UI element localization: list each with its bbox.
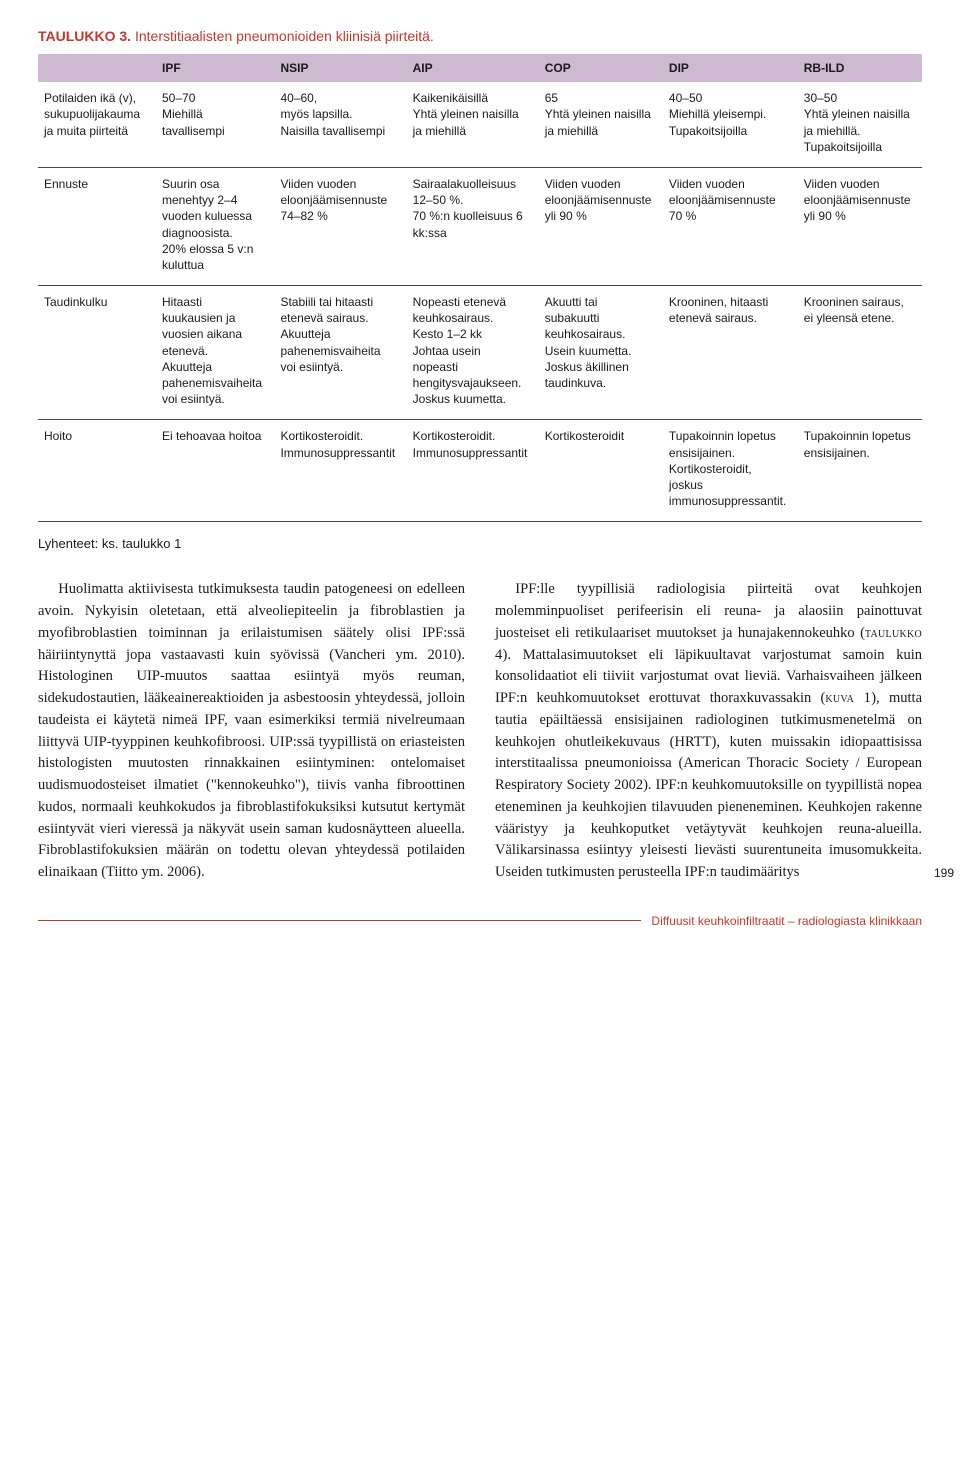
- table-cell: Kortikosteroidit. Immunosuppressantit: [274, 420, 406, 522]
- col-blank: [38, 54, 156, 82]
- ref-kuva1: kuva 1: [825, 690, 871, 706]
- table-number: Taulukko 3.: [38, 28, 131, 44]
- table-cell: Stabiili tai hitaasti etenevä sairaus. A…: [274, 286, 406, 420]
- table-footnote: Lyhenteet: ks. taulukko 1: [38, 536, 922, 551]
- table-header-row: IPF NSIP AIP COP DIP RB-ILD: [38, 54, 922, 82]
- table-row: TaudinkulkuHitaasti kuukausien ja vuosie…: [38, 286, 922, 420]
- table-cell: 40–60, myös lapsilla. Naisilla tavallise…: [274, 82, 406, 167]
- table-row: EnnusteSuurin osa menehtyy 2–4 vuoden ku…: [38, 167, 922, 285]
- row-label: Potilaiden ikä (v), sukupuolijakauma ja …: [38, 82, 156, 167]
- body-columns: Huolimatta aktiivisesta tutkimuksesta ta…: [38, 579, 922, 884]
- row-label: Ennuste: [38, 167, 156, 285]
- table-cell: 30–50 Yhtä yleinen naisilla ja miehillä.…: [798, 82, 922, 167]
- col-ipf: IPF: [156, 54, 274, 82]
- table-cell: 65 Yhtä yleinen naisilla ja miehillä: [539, 82, 663, 167]
- table-cell: Sairaalakuolleisuus 12–50 %. 70 %:n kuol…: [407, 167, 539, 285]
- footer-text: Diffuusit keuhkoinfiltraatit – radiologi…: [651, 914, 922, 928]
- page-footer: Diffuusit keuhkoinfiltraatit – radiologi…: [38, 906, 922, 928]
- row-label: Taudinkulku: [38, 286, 156, 420]
- col-cop: COP: [539, 54, 663, 82]
- page-number: 199: [934, 864, 954, 882]
- col-dip: DIP: [663, 54, 798, 82]
- table-cell: Kortikosteroidit: [539, 420, 663, 522]
- table-cell: Ei tehoavaa hoitoa: [156, 420, 274, 522]
- table-row: HoitoEi tehoavaa hoitoaKortikosteroidit.…: [38, 420, 922, 522]
- table-cell: Viiden vuoden eloonjäämisennuste yli 90 …: [539, 167, 663, 285]
- table-cell: Suurin osa menehtyy 2–4 vuoden kuluessa …: [156, 167, 274, 285]
- table-cell: Tupakoinnin lopetus ensisijainen. Kortik…: [663, 420, 798, 522]
- para-2: IPF:lle tyypillisiä radiologisia piirtei…: [495, 579, 922, 884]
- table-cell: Kaikenikäisillä Yhtä yleinen naisilla ja…: [407, 82, 539, 167]
- table-cell: 40–50 Miehillä yleisempi. Tupakoitsijoil…: [663, 82, 798, 167]
- table-cell: Krooninen sairaus, ei yleensä etene.: [798, 286, 922, 420]
- table-caption: Interstitiaalisten pneumonioiden kliinis…: [131, 28, 434, 44]
- col-rbild: RB-ILD: [798, 54, 922, 82]
- table-cell: Tupakoinnin lopetus ensisijainen.: [798, 420, 922, 522]
- table-cell: Nopeasti etenevä keuhkosairaus. Kesto 1–…: [407, 286, 539, 420]
- table-cell: Hitaasti kuukausien ja vuosien aikana et…: [156, 286, 274, 420]
- table-cell: Krooninen, hitaasti etenevä sairaus.: [663, 286, 798, 420]
- table-cell: 50–70 Miehillä tavallisempi: [156, 82, 274, 167]
- table-cell: Akuutti tai subakuutti keuhkosairaus. Us…: [539, 286, 663, 420]
- table-row: Potilaiden ikä (v), sukupuolijakauma ja …: [38, 82, 922, 167]
- table-cell: Kortikosteroidit. Immunosuppressantit: [407, 420, 539, 522]
- col-aip: AIP: [407, 54, 539, 82]
- table-cell: Viiden vuoden eloonjäämisennuste yli 90 …: [798, 167, 922, 285]
- table-cell: Viiden vuoden eloonjäämisennuste 70 %: [663, 167, 798, 285]
- para-1: Huolimatta aktiivisesta tutkimuksesta ta…: [38, 579, 465, 884]
- col-nsip: NSIP: [274, 54, 406, 82]
- table-cell: Viiden vuoden eloonjäämisennuste 74–82 %: [274, 167, 406, 285]
- row-label: Hoito: [38, 420, 156, 522]
- table-title: Taulukko 3. Interstitiaalisten pneumonio…: [38, 28, 922, 44]
- table-3: IPF NSIP AIP COP DIP RB-ILD Potilaiden i…: [38, 54, 922, 522]
